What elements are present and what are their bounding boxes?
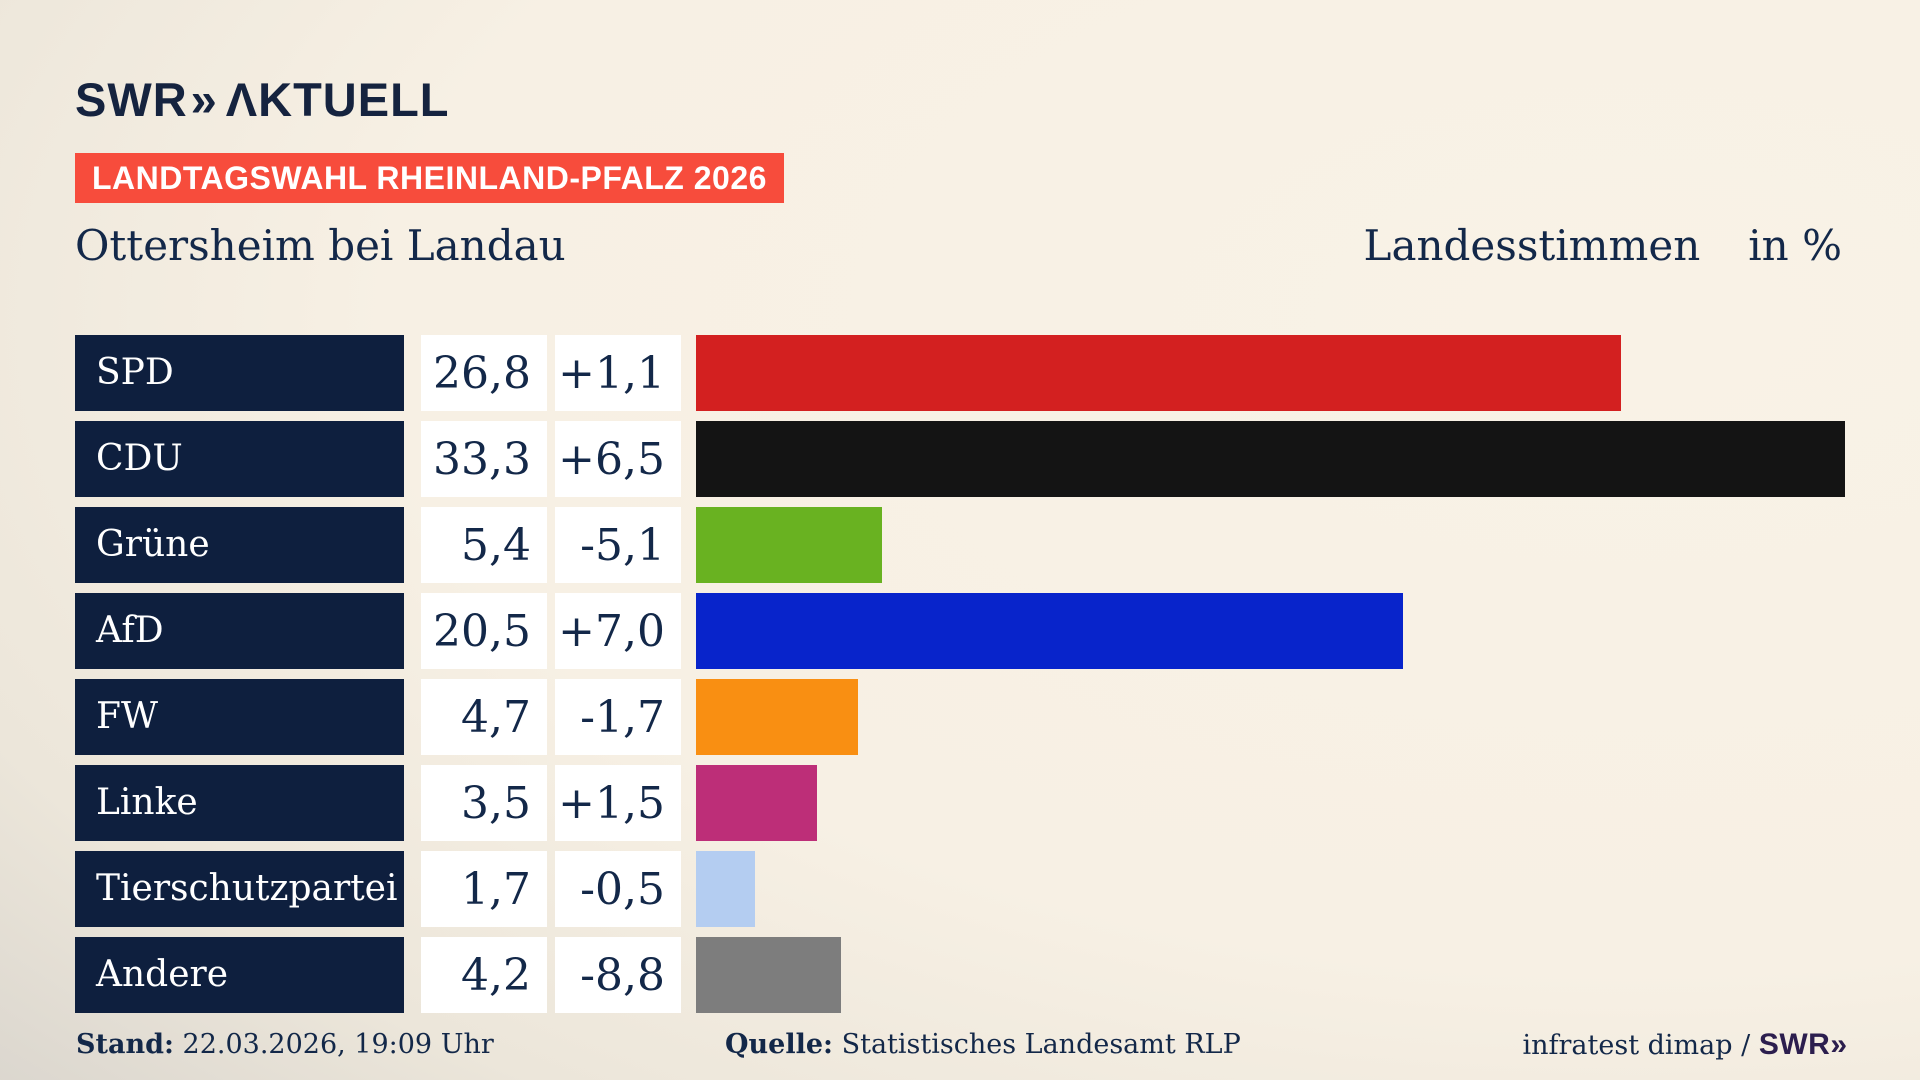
result-bar xyxy=(696,851,755,927)
party-value: 4,7 xyxy=(421,679,547,755)
party-value: 33,3 xyxy=(421,421,547,497)
party-label: Linke xyxy=(75,765,404,841)
result-bar xyxy=(696,421,1845,497)
party-label: SPD xyxy=(75,335,404,411)
election-banner: LANDTAGSWAHL RHEINLAND-PFALZ 2026 xyxy=(75,153,784,203)
quelle-label: Quelle: xyxy=(725,1029,833,1060)
credit: infratest dimap / SWR» xyxy=(1522,1028,1847,1062)
party-change: -0,5 xyxy=(555,851,681,927)
party-label: AfD xyxy=(75,593,404,669)
result-bar xyxy=(696,937,841,1013)
unit-label: in % xyxy=(1748,221,1842,270)
result-bar xyxy=(696,593,1404,669)
municipality-title: Ottersheim bei Landau xyxy=(75,221,566,270)
party-row-gruene: Grüne 5,4 -5,1 xyxy=(75,507,1845,583)
party-change: -1,7 xyxy=(555,679,681,755)
party-row-spd: SPD 26,8 +1,1 xyxy=(75,335,1845,411)
bar-track xyxy=(696,593,1845,669)
swr-chevrons-icon: » xyxy=(190,73,217,126)
bar-track xyxy=(696,335,1845,411)
timestamp: Stand: 22.03.2026, 19:09 Uhr xyxy=(76,1029,494,1061)
measure-label: Landesstimmen xyxy=(1363,221,1701,270)
party-change: +6,5 xyxy=(555,421,681,497)
party-value: 1,7 xyxy=(421,851,547,927)
swr-footer-logo-text: SWR xyxy=(1758,1028,1831,1061)
party-row-andere: Andere 4,2 -8,8 xyxy=(75,937,1845,1013)
result-bar xyxy=(696,679,859,755)
party-value: 20,5 xyxy=(421,593,547,669)
party-change: +1,5 xyxy=(555,765,681,841)
party-value: 3,5 xyxy=(421,765,547,841)
bar-track xyxy=(696,937,1845,1013)
party-row-tierschutzpartei: Tierschutzpartei 1,7 -0,5 xyxy=(75,851,1845,927)
party-change: +7,0 xyxy=(555,593,681,669)
party-value: 26,8 xyxy=(421,335,547,411)
bar-track xyxy=(696,765,1845,841)
result-bar xyxy=(696,335,1621,411)
party-row-cdu: CDU 33,3 +6,5 xyxy=(75,421,1845,497)
party-change: -5,1 xyxy=(555,507,681,583)
stand-value: 22.03.2026, 19:09 Uhr xyxy=(182,1029,494,1060)
bar-track xyxy=(696,851,1845,927)
party-row-fw: FW 4,7 -1,7 xyxy=(75,679,1845,755)
credit-text: infratest dimap / xyxy=(1522,1030,1759,1061)
stand-label: Stand: xyxy=(76,1029,174,1060)
swr-footer-chevrons-icon: » xyxy=(1830,1028,1847,1061)
party-value: 5,4 xyxy=(421,507,547,583)
swr-logo-brand: ΛKTUELL xyxy=(225,73,450,126)
bar-track xyxy=(696,421,1845,497)
party-row-linke: Linke 3,5 +1,5 xyxy=(75,765,1845,841)
party-label: FW xyxy=(75,679,404,755)
party-label: Andere xyxy=(75,937,404,1013)
party-value: 4,2 xyxy=(421,937,547,1013)
swr-aktuell-logo: SWR» ΛKTUELL xyxy=(75,76,450,123)
bar-track xyxy=(696,679,1845,755)
party-change: +1,1 xyxy=(555,335,681,411)
party-change: -8,8 xyxy=(555,937,681,1013)
swr-logo-text: SWR xyxy=(75,73,188,126)
source: Quelle: Statistisches Landesamt RLP xyxy=(725,1029,1241,1061)
party-label: Tierschutzpartei xyxy=(75,851,404,927)
result-bar xyxy=(696,507,883,583)
party-label: CDU xyxy=(75,421,404,497)
swr-footer-logo: SWR» xyxy=(1758,1028,1847,1061)
quelle-value: Statistisches Landesamt RLP xyxy=(841,1029,1241,1060)
party-label: Grüne xyxy=(75,507,404,583)
result-bar xyxy=(696,765,817,841)
bar-track xyxy=(696,507,1845,583)
party-row-afd: AfD 20,5 +7,0 xyxy=(75,593,1845,669)
results-chart: SPD 26,8 +1,1 CDU 33,3 +6,5 Grüne 5,4 -5… xyxy=(75,335,1845,1023)
measure-header: Landesstimmen in % xyxy=(1364,222,1842,270)
